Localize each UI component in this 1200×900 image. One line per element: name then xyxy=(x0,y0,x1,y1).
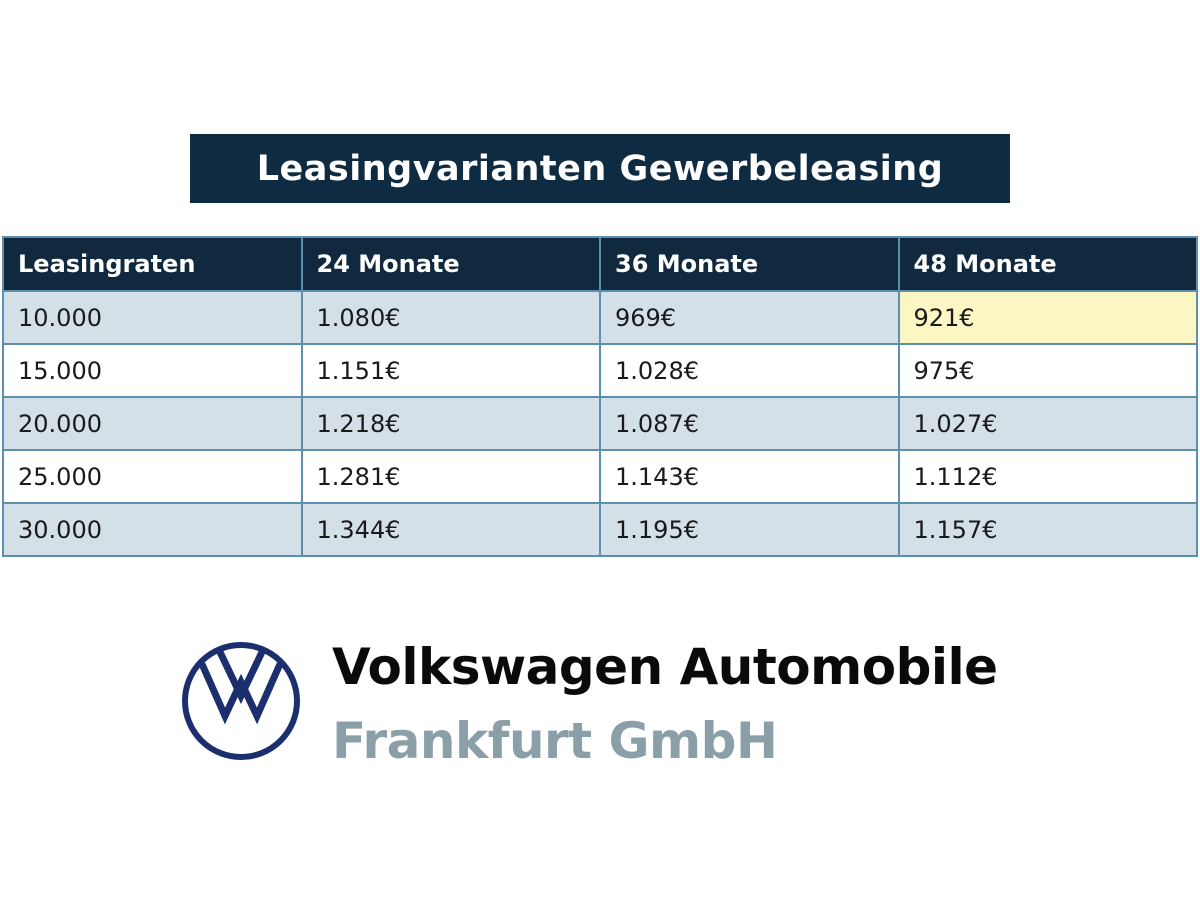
table-row: 30.000 1.344€ 1.195€ 1.157€ xyxy=(2,502,1198,557)
table-cell: 969€ xyxy=(599,290,900,345)
table-cell: 1.087€ xyxy=(599,396,900,451)
table-cell: 25.000 xyxy=(2,449,303,504)
column-header: 36 Monate xyxy=(599,236,900,292)
table-header-row: Leasingraten 24 Monate 36 Monate 48 Mona… xyxy=(2,236,1198,292)
table-row: 20.000 1.218€ 1.087€ 1.027€ xyxy=(2,396,1198,451)
table-cell: 1.151€ xyxy=(300,343,601,398)
table-cell: 10.000 xyxy=(2,290,303,345)
table-cell: 1.344€ xyxy=(300,502,601,557)
table-cell: 20.000 xyxy=(2,396,303,451)
table-cell: 1.143€ xyxy=(599,449,900,504)
column-header: 24 Monate xyxy=(300,236,601,292)
table-cell: 975€ xyxy=(897,343,1198,398)
table-cell: 1.112€ xyxy=(897,449,1198,504)
table-cell: 1.080€ xyxy=(300,290,601,345)
brand-name: Volkswagen Automobile xyxy=(332,638,998,696)
leasing-table: Leasingraten 24 Monate 36 Monate 48 Mona… xyxy=(2,236,1198,557)
table-cell: 1.281€ xyxy=(300,449,601,504)
table-cell: 15.000 xyxy=(2,343,303,398)
table-row: 15.000 1.151€ 1.028€ 975€ xyxy=(2,343,1198,398)
table-cell: 1.218€ xyxy=(300,396,601,451)
brand-location: Frankfurt GmbH xyxy=(332,712,778,770)
table-row: 25.000 1.281€ 1.143€ 1.112€ xyxy=(2,449,1198,504)
table-cell: 1.027€ xyxy=(897,396,1198,451)
table-row: 10.000 1.080€ 969€ 921€ xyxy=(2,290,1198,345)
table-cell: 30.000 xyxy=(2,502,303,557)
table-cell: 1.028€ xyxy=(599,343,900,398)
column-header: 48 Monate xyxy=(897,236,1198,292)
vw-logo-icon xyxy=(182,642,300,760)
page-title: Leasingvarianten Gewerbeleasing xyxy=(190,134,1010,203)
table-cell: 1.195€ xyxy=(599,502,900,557)
highlighted-cell: 921€ xyxy=(897,290,1198,345)
column-header: Leasingraten xyxy=(2,236,303,292)
table-cell: 1.157€ xyxy=(897,502,1198,557)
